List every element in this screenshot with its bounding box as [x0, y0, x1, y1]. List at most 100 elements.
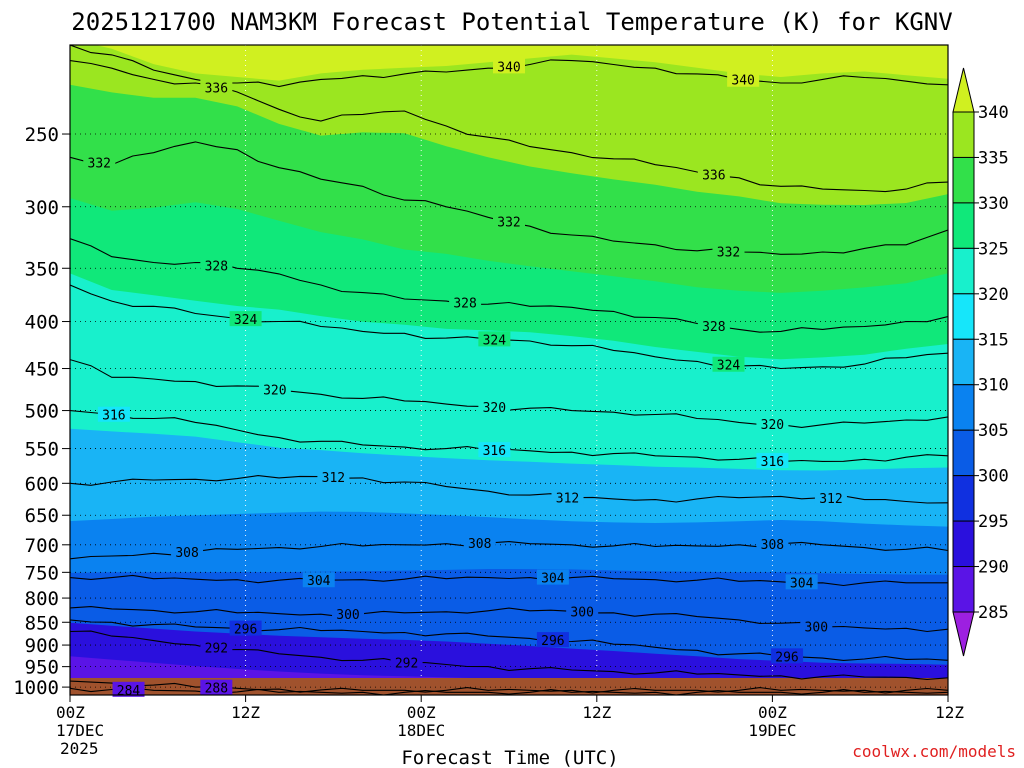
contour-label-316-0: 316 — [102, 409, 125, 424]
contour-label-332-0: 332 — [88, 156, 111, 171]
y-tick-label-550: 550 — [25, 439, 59, 461]
x-tick-label-12: 12Z — [231, 703, 260, 722]
contour-label-328-0: 328 — [205, 259, 228, 274]
contour-label-bg — [229, 311, 262, 327]
contour-label-bg — [800, 618, 833, 634]
colorbar-segment — [952, 475, 975, 522]
contour-label-336-1: 336 — [702, 168, 725, 183]
plot-frame — [69, 44, 949, 696]
y-tick-label-250: 250 — [25, 124, 59, 146]
filled-bands — [70, 45, 948, 695]
contour-label-bg — [200, 257, 233, 273]
y-tick-label-300: 300 — [25, 197, 59, 219]
x-tick-date-0: 17DEC — [56, 721, 104, 740]
contour-label-bg — [727, 71, 760, 87]
colorbar-segment — [952, 520, 975, 568]
contour-label-bg — [200, 79, 233, 95]
colorbar-label-325: 325 — [978, 239, 1009, 259]
x-tick-label-24: 00Z — [407, 703, 436, 722]
contour-labels: 284 288 292 292 296 296 296 300 300 300 304 304 304 3… — [83, 58, 847, 699]
y-tick-label-400: 400 — [25, 312, 59, 334]
chart-title: 2025121700 NAM3KM Forecast Potential Tem… — [71, 8, 952, 36]
colorbar-label-330: 330 — [978, 194, 1009, 214]
contour-label-bg — [566, 603, 599, 619]
y-tick-label-700: 700 — [25, 535, 59, 557]
contour-label-bg — [771, 648, 804, 664]
contour-label-bg — [536, 569, 569, 585]
contour-label-328-1: 328 — [453, 296, 476, 311]
contour-label-316-1: 316 — [483, 444, 506, 459]
colorbar-label-285: 285 — [978, 603, 1009, 623]
contour-label-bg — [97, 406, 130, 422]
y-tick-label-500: 500 — [25, 401, 59, 423]
contour-label-332-1: 332 — [497, 216, 520, 231]
contour-label-bg — [712, 356, 745, 372]
contour-label-324-1: 324 — [483, 333, 507, 348]
y-tick-label-750: 750 — [25, 562, 59, 584]
y-tick-label-900: 900 — [25, 635, 59, 657]
contour-308 — [70, 541, 948, 560]
contour-label-bg — [493, 213, 525, 229]
contour-label-336-0: 336 — [205, 82, 228, 97]
colorbar-bottom-triangle — [952, 611, 975, 657]
contour-label-340-1: 340 — [731, 74, 754, 89]
contour-label-304-2: 304 — [790, 576, 814, 591]
y-tick-label-450: 450 — [25, 359, 59, 381]
colorbar-segment — [952, 293, 975, 340]
contour-label-bg — [83, 154, 116, 170]
colorbar-segment — [952, 338, 975, 386]
colorbar-segment — [952, 156, 975, 204]
contour-label-bg — [712, 243, 745, 259]
contour-label-bg — [390, 654, 423, 670]
y-tick-label-350: 350 — [25, 258, 59, 280]
x-tick-label-60: 12Z — [935, 703, 964, 722]
contour-label-320-1: 320 — [483, 401, 506, 416]
y-tick-label-600: 600 — [25, 473, 59, 495]
contour-label-bg — [478, 331, 511, 347]
contour-label-bg — [785, 574, 818, 590]
x-tick-date-24: 18DEC — [397, 721, 445, 740]
contour-label-292-0: 292 — [205, 641, 228, 656]
contour-label-bg — [171, 543, 204, 559]
x-tick-label-0: 00Z — [56, 703, 85, 722]
x-tick-date-48: 19DEC — [748, 721, 796, 740]
colorbar-label-315: 315 — [978, 330, 1009, 350]
contour-label-bg — [302, 572, 335, 588]
contour-label-bg — [463, 535, 496, 551]
colorbar-label-310: 310 — [978, 376, 1009, 396]
credit-text: coolwx.com/models — [852, 742, 1016, 761]
colorbar-label-305: 305 — [978, 421, 1009, 441]
contour-label-312-2: 312 — [819, 492, 842, 507]
colorbar-top-triangle — [952, 67, 975, 113]
contour-label-bg — [536, 632, 569, 648]
contour-label-bg — [814, 490, 847, 506]
contour-label-bg — [756, 535, 789, 551]
contour-label-288-0: 288 — [205, 682, 228, 697]
contour-312 — [70, 475, 948, 504]
contour-label-320-2: 320 — [761, 418, 784, 433]
contour-label-312-0: 312 — [322, 471, 345, 486]
contour-label-bg — [449, 294, 482, 310]
contour-label-bg — [229, 620, 262, 636]
contour-label-bg — [200, 679, 233, 695]
contour-label-308-0: 308 — [175, 546, 198, 561]
contour-label-bg — [258, 381, 291, 397]
colorbar-segment — [952, 202, 975, 249]
y-tick-label-800: 800 — [25, 588, 59, 610]
contour-label-bg — [478, 442, 511, 458]
contour-label-324-2: 324 — [717, 359, 741, 374]
colorbar-segment — [952, 247, 975, 295]
contour-label-bg — [112, 681, 145, 697]
colorbar-label-320: 320 — [978, 285, 1009, 305]
contour-label-300-2: 300 — [805, 620, 828, 635]
contour-label-300-1: 300 — [570, 606, 593, 621]
x-tick-year-0: 2025 — [60, 739, 99, 758]
contour-label-300-0: 300 — [336, 608, 359, 623]
contour-label-bg — [317, 469, 350, 485]
contour-label-bg — [756, 416, 789, 432]
contour-label-bg — [697, 317, 730, 333]
contour-label-bg — [478, 398, 511, 414]
x-axis-label: Forecast Time (UTC) — [401, 747, 618, 768]
